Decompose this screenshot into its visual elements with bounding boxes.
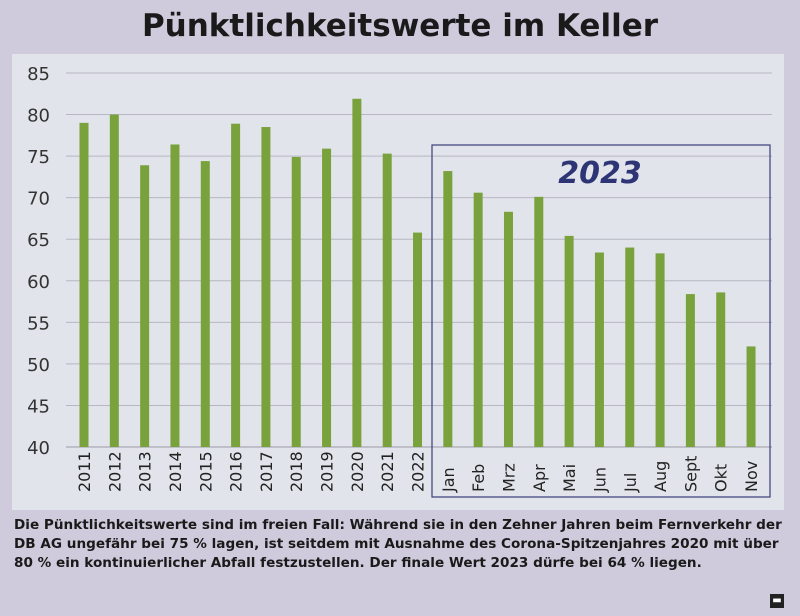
bar-2017 (261, 127, 271, 448)
bar-2022 (413, 232, 423, 447)
end-mark-icon: ▬ (770, 594, 784, 608)
x-tick-label: Feb (469, 464, 488, 492)
y-tick-label: 40 (27, 438, 50, 459)
bar-Okt (716, 292, 726, 447)
x-tick-label: Mai (560, 464, 579, 492)
x-tick-label: 2016 (227, 451, 246, 492)
bar-Sept (685, 294, 695, 447)
bar-2015 (200, 161, 210, 447)
bar-2014 (170, 144, 180, 447)
bar-Apr (534, 196, 544, 447)
y-tick-label: 85 (27, 64, 50, 85)
x-tick-label: Mrz (499, 463, 518, 492)
highlight-box-label: 2023 (558, 156, 642, 191)
bar-Feb (473, 192, 483, 447)
y-tick-label: 75 (27, 147, 50, 168)
bar-2012 (109, 114, 119, 448)
bar-Nov (746, 346, 756, 447)
bar-2019 (322, 148, 332, 447)
highlight-box (431, 144, 771, 498)
y-tick-label: 70 (27, 189, 50, 210)
x-tick-label: Apr (530, 464, 549, 492)
y-tick-label: 45 (27, 396, 50, 417)
x-tick-label: Sept (681, 456, 700, 492)
bar-Jan (443, 171, 453, 447)
bar-2018 (291, 156, 301, 448)
y-tick-label: 50 (27, 355, 50, 376)
x-tick-label: 2013 (136, 451, 155, 492)
x-tick-label: 2021 (378, 451, 397, 492)
caption: Die Pünktlichkeitswerte sind im freien F… (14, 517, 782, 571)
x-tick-label: 2019 (318, 451, 337, 492)
y-tick-label: 55 (27, 313, 50, 334)
x-tick-label: 2011 (75, 451, 94, 492)
bar-Mai (564, 235, 574, 447)
bar-Aug (655, 253, 665, 447)
bar-2016 (231, 123, 241, 447)
bar-Jun (594, 252, 604, 447)
x-tick-label: Aug (651, 461, 670, 492)
y-tick-label: 80 (27, 106, 50, 127)
x-tick-label: 2017 (257, 451, 276, 492)
x-tick-label: 2022 (409, 451, 428, 492)
bar-2013 (140, 165, 150, 447)
bar-Jul (625, 247, 635, 447)
bar-2020 (352, 98, 362, 448)
x-tick-label: 2014 (166, 451, 185, 492)
x-tick-label: Jan (439, 467, 458, 493)
x-tick-label: Okt (712, 464, 731, 492)
chart-title: Pünktlichkeitswerte im Keller (141, 8, 659, 44)
x-tick-label: Jul (621, 473, 640, 493)
bar-2021 (382, 153, 392, 447)
x-tick-label: 2018 (287, 451, 306, 492)
y-tick-label: 65 (27, 230, 50, 251)
x-tick-label: 2012 (105, 451, 124, 492)
bar-Mrz (503, 211, 513, 447)
x-tick-label: Jun (590, 467, 609, 493)
bar-2011 (79, 122, 89, 447)
x-tick-label: Nov (742, 461, 761, 492)
x-tick-label: 2020 (348, 451, 367, 492)
y-tick-label: 60 (27, 272, 50, 293)
x-tick-label: 2015 (196, 451, 215, 492)
